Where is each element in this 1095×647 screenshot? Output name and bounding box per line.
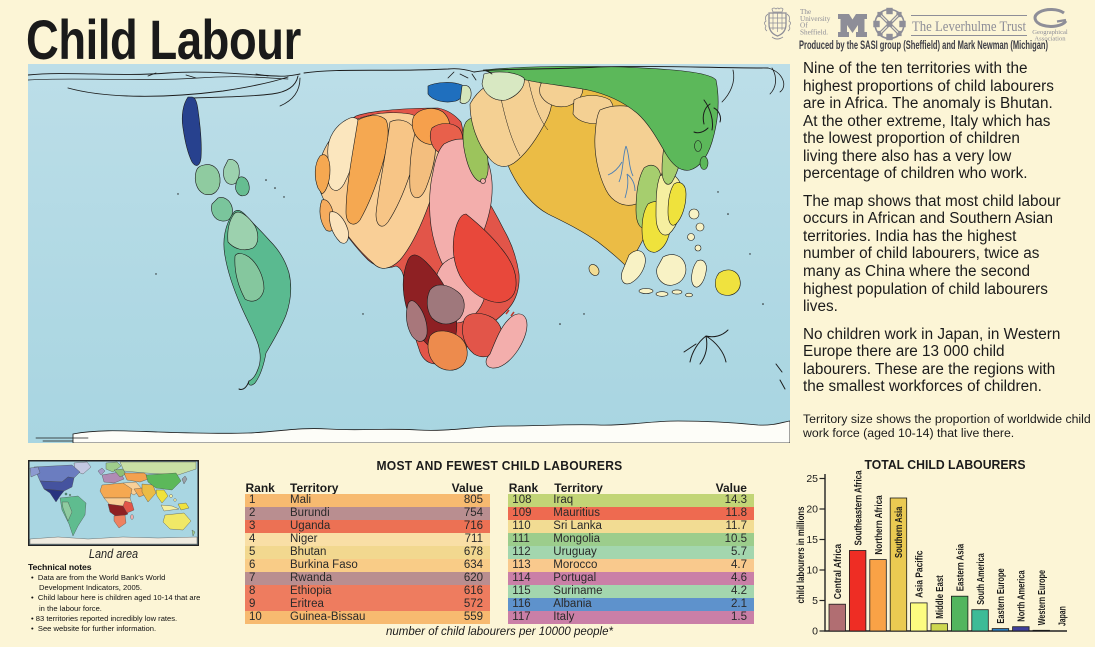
svg-text:Central Africa: Central Africa (832, 544, 844, 599)
svg-text:The: The (800, 8, 811, 16)
svg-text:North America: North America (1016, 570, 1028, 622)
svg-text:Northern Africa: Northern Africa (873, 495, 885, 554)
svg-text:5: 5 (812, 595, 818, 607)
svg-text:10: 10 (806, 565, 818, 577)
svg-text:Southern Asia: Southern Asia (893, 506, 905, 558)
svg-text:Eastern Europe: Eastern Europe (995, 568, 1007, 623)
svg-text:25: 25 (806, 473, 818, 485)
svg-text:Sheffield.: Sheffield. (800, 29, 828, 37)
svg-text:Japan: Japan (1056, 606, 1068, 626)
svg-text:Of: Of (800, 22, 808, 30)
svg-text:TOTAL CHILD LABOURERS: TOTAL CHILD LABOURERS (865, 457, 1026, 472)
svg-text:Southeastern Africa: Southeastern Africa (853, 470, 865, 545)
svg-text:Western Europe: Western Europe (1036, 570, 1048, 625)
svg-text:20: 20 (806, 504, 818, 516)
svg-text:Geographical: Geographical (1032, 29, 1068, 36)
svg-text:15: 15 (806, 534, 818, 546)
svg-text:Eastern Asia: Eastern Asia (954, 544, 966, 592)
svg-text:The Leverhulme Trust: The Leverhulme Trust (912, 19, 1027, 35)
svg-text:South America: South America (975, 553, 987, 605)
svg-text:Middle East: Middle East (934, 575, 946, 619)
svg-text:Asia Pacific: Asia Pacific (914, 550, 926, 598)
svg-text:child labourers in millions: child labourers in millions (795, 506, 807, 603)
svg-text:0: 0 (812, 626, 818, 638)
svg-text:University: University (800, 15, 831, 23)
svg-text:Association: Association (1034, 36, 1066, 43)
